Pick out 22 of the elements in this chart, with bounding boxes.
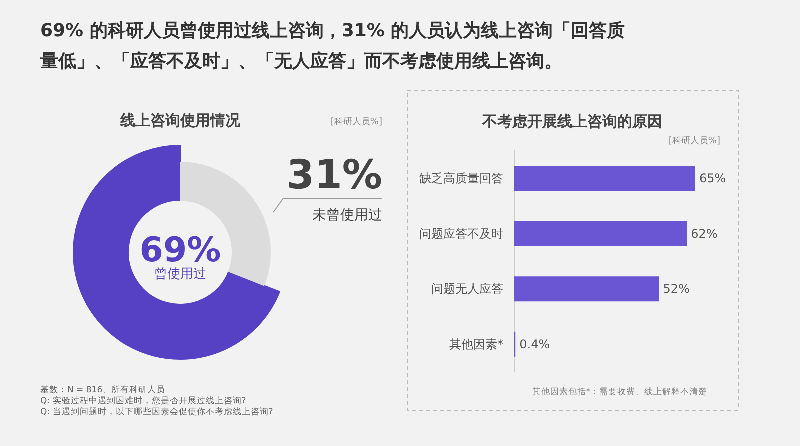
text: 基数：N = 816、所有科研人员 [40, 384, 166, 396]
chart-title: 不考虑开展线上咨询的原因 [482, 112, 662, 130]
y-tick-label: 其他因素* [450, 337, 504, 352]
text: Q: 实验过程中遇到困难时，您是否开展过线上咨询? [40, 396, 246, 406]
y-tick-label: 问题无人应答 [432, 282, 504, 296]
chart-subtitle: 线上咨询使用情况 [120, 112, 242, 130]
bar [514, 221, 688, 246]
data-label: 31% [286, 152, 383, 198]
bar [514, 166, 696, 191]
text: 其他因素包括*：需要收费、线上解释不清楚 [532, 386, 708, 398]
y-tick-label: 问题应答不及时 [420, 226, 504, 241]
chart-title: 69% 的科研人员曾使用过线上咨询，31% 的人员认为线上咨询「回答质量低」、「应答不及时」、「无人应答」而不考虑使用线上咨询。 [40, 20, 626, 72]
text: [科研人员%] [668, 136, 721, 146]
data-label: 52% [663, 282, 690, 296]
slice-label: 未曾使用过 [312, 208, 382, 224]
bar [514, 276, 660, 302]
text: [科研人员%] [330, 116, 383, 128]
data-label: 65% [700, 172, 726, 186]
text: Q: 当遇到问题时，以下哪些因素会促使你不考虑线上咨询? [40, 406, 274, 418]
y-tick-label: 缺乏高质量回答 [420, 172, 504, 186]
data-label: 62% [691, 226, 718, 241]
data-label: 0.4% [520, 337, 550, 352]
